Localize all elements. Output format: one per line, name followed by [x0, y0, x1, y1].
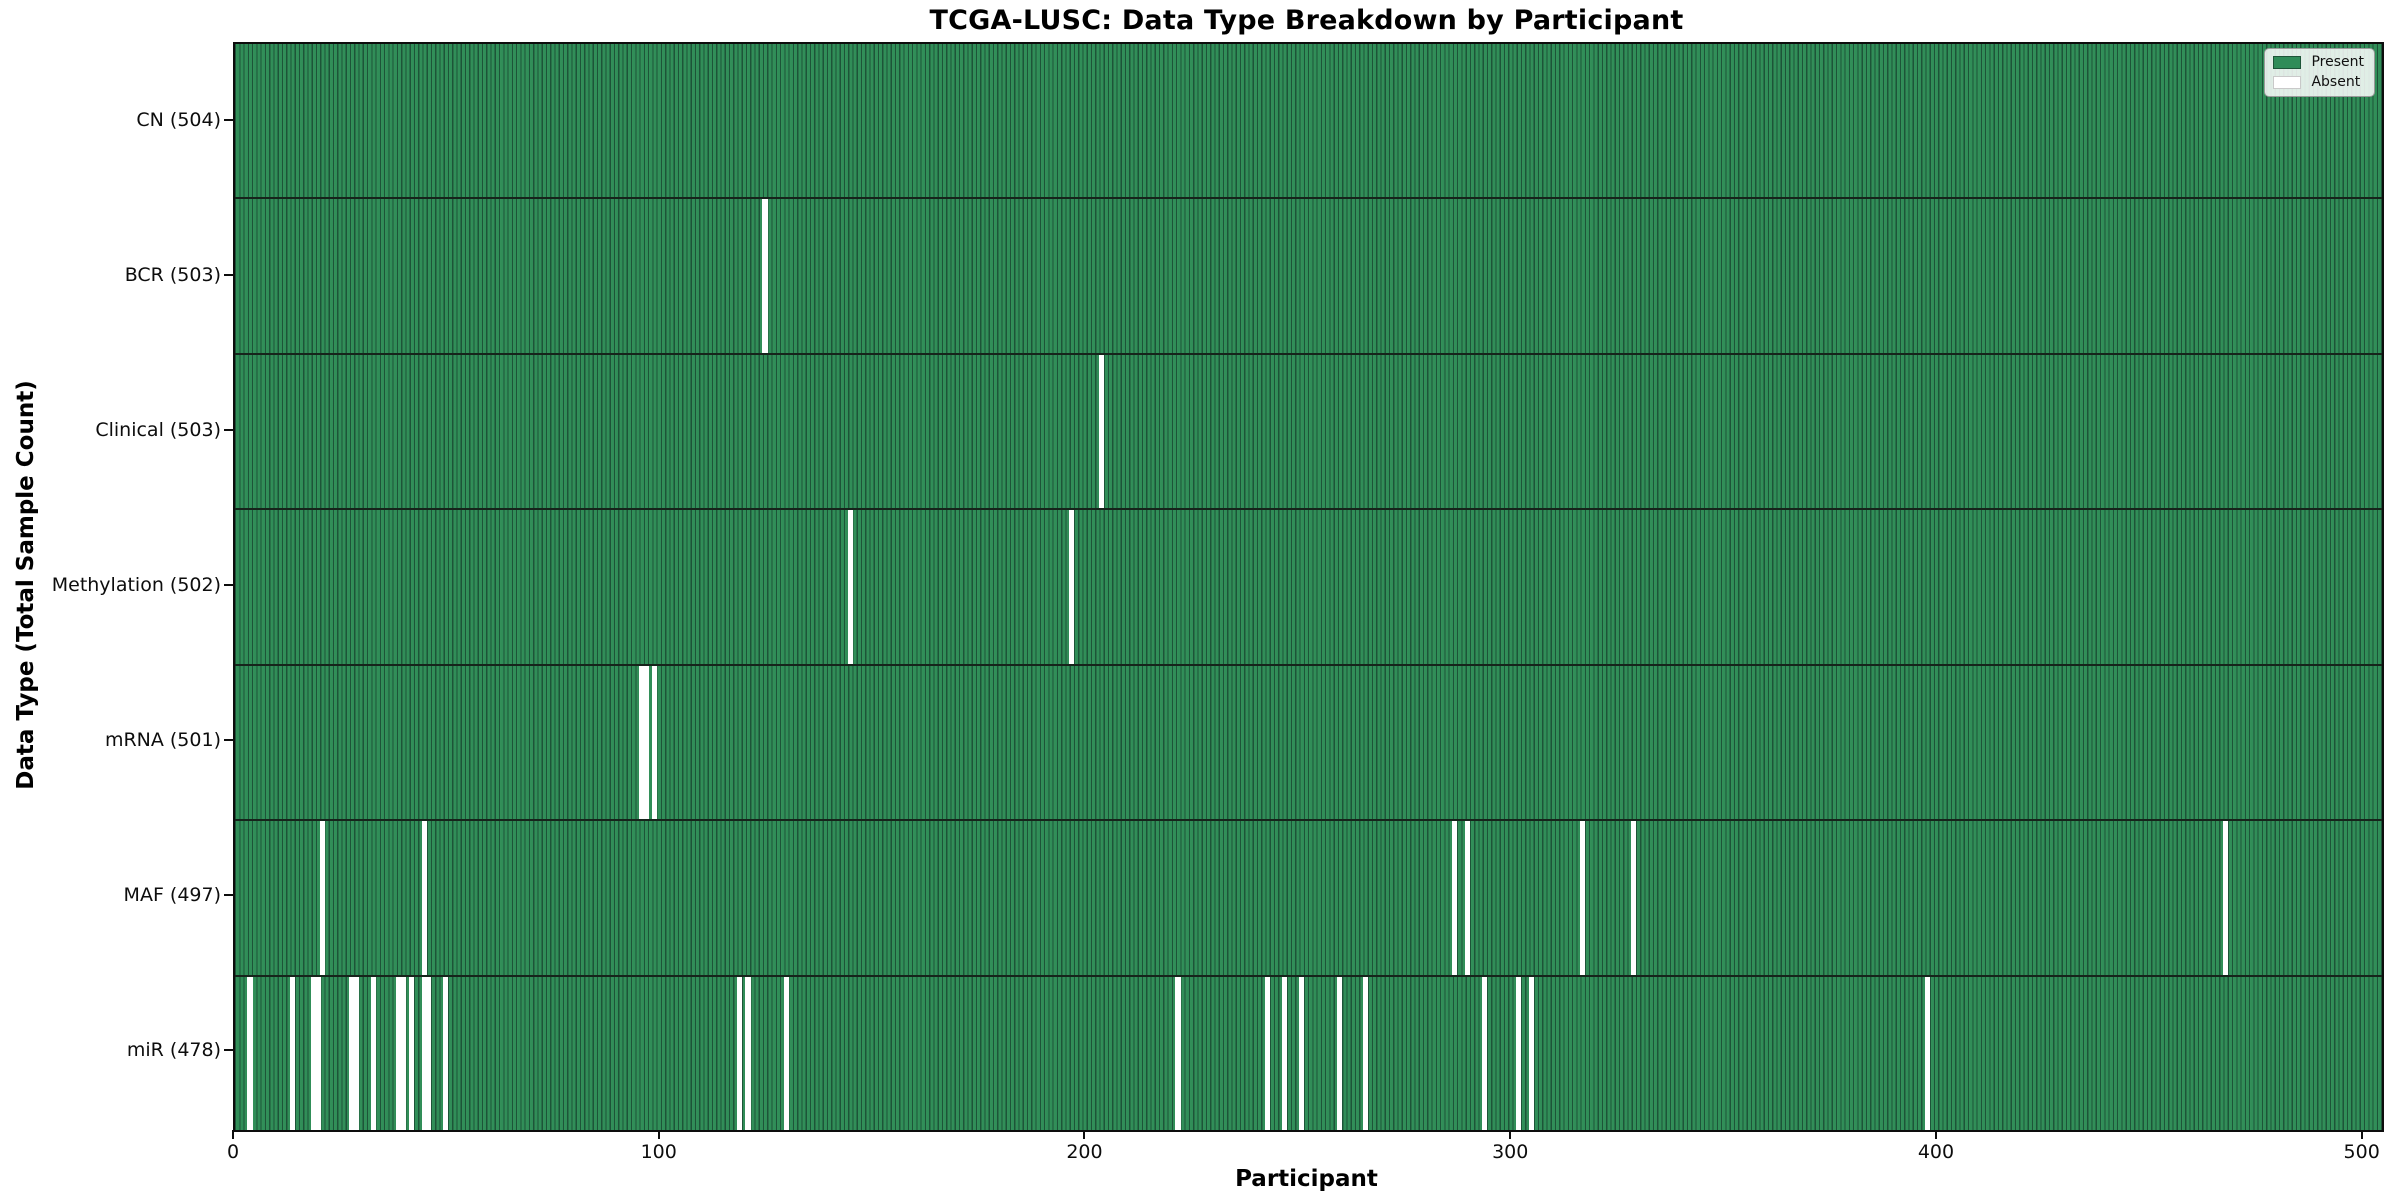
absent-gap-stripe: [1098, 354, 1105, 509]
x-tick-mark: [2360, 1130, 2363, 1139]
absent-gap-stripe: [247, 976, 253, 1130]
absent-gap-stripe: [1481, 976, 1488, 1130]
legend-label-present: Present: [2311, 54, 2364, 70]
y-tick-label-CN: CN (504): [136, 108, 221, 131]
y-tick-mark: [224, 118, 233, 121]
absent-gap-stripe: [315, 976, 321, 1130]
absent-swatch-icon: [2273, 76, 2302, 89]
x-tick-label: 100: [640, 1141, 677, 1163]
plot-area: Present Absent: [233, 42, 2384, 1132]
absent-gap-stripe: [400, 976, 406, 1130]
x-tick-label: 400: [1917, 1141, 1955, 1163]
legend-item-absent: Absent: [2273, 75, 2364, 90]
absent-gap-stripe: [2222, 821, 2228, 975]
y-tick-mark: [224, 584, 233, 586]
absent-gap-stripe: [443, 976, 449, 1130]
absent-gap-stripe: [1630, 821, 1637, 975]
legend-item-present: Present: [2273, 55, 2364, 70]
y-tick-label-mRNA: mRNA (501): [104, 729, 221, 752]
y-tick-mark: [224, 273, 233, 276]
y-tick-mark: [224, 428, 233, 431]
absent-gap-stripe: [1579, 821, 1586, 975]
absent-gap-stripe: [319, 821, 325, 975]
x-tick-label: 0: [226, 1141, 240, 1163]
absent-gap-stripe: [638, 665, 645, 820]
absent-gap-stripe: [1298, 976, 1305, 1130]
absent-gap-stripe: [370, 976, 377, 1130]
absent-gap-stripe: [426, 976, 432, 1130]
absent-gap-stripe: [421, 821, 428, 975]
y-tick-label-Methylation: Methylation (502): [51, 574, 221, 596]
absent-gap-stripe: [289, 976, 296, 1130]
absent-gap-stripe: [353, 976, 359, 1130]
absent-gap-stripe: [1175, 976, 1181, 1130]
y-tick-mark: [224, 894, 233, 897]
absent-gap-stripe: [396, 976, 402, 1130]
chart-title: TCGA-LUSC: Data Type Breakdown by Partic…: [929, 5, 1684, 36]
absent-gap-stripe: [783, 976, 789, 1130]
data-row-mRNA: [235, 663, 2382, 820]
y-tick-label-miR: miR (478): [126, 1039, 221, 1062]
data-row-MAF: [235, 819, 2382, 975]
x-tick-mark: [232, 1130, 234, 1139]
absent-gap-stripe: [736, 976, 743, 1130]
absent-gap-stripe: [847, 510, 853, 664]
absent-gap-stripe: [349, 976, 355, 1130]
absent-gap-stripe: [1362, 976, 1368, 1130]
presence-matrix: [235, 44, 2382, 1130]
x-tick-label: 300: [1492, 1141, 1529, 1163]
absent-gap-stripe: [1452, 821, 1458, 975]
absent-gap-stripe: [745, 976, 751, 1130]
y-tick-mark: [224, 739, 233, 742]
legend: Present Absent: [2264, 48, 2375, 97]
y-tick-label-BCR: BCR (503): [124, 263, 221, 286]
absent-gap-stripe: [1528, 976, 1535, 1130]
absent-gap-stripe: [651, 665, 658, 820]
data-row-miR: [235, 974, 2382, 1130]
x-tick-label: 200: [1066, 1141, 1103, 1163]
x-tick-mark: [1083, 1130, 1086, 1139]
absent-gap-stripe: [409, 976, 415, 1130]
absent-gap-stripe: [1281, 976, 1288, 1130]
data-row-Methylation: [235, 508, 2382, 664]
absent-gap-stripe: [311, 976, 317, 1130]
x-tick-mark: [657, 1130, 660, 1139]
x-tick-mark: [1934, 1130, 1937, 1139]
data-row-CN: [235, 44, 2382, 198]
y-tick-label-Clinical: Clinical (503): [95, 418, 221, 441]
x-tick-mark: [1509, 1130, 1512, 1139]
absent-gap-stripe: [1464, 821, 1471, 975]
present-swatch-icon: [2273, 56, 2302, 69]
y-tick-label-MAF: MAF (497): [123, 884, 221, 907]
data-row-BCR: [235, 197, 2382, 353]
absent-gap-stripe: [421, 976, 428, 1130]
absent-gap-stripe: [1337, 976, 1343, 1130]
x-axis-label: Participant: [1235, 1166, 1378, 1192]
absent-gap-stripe: [1515, 976, 1522, 1130]
absent-gap-stripe: [1264, 976, 1271, 1130]
absent-gap-stripe: [1924, 976, 1930, 1130]
absent-gap-stripe: [762, 199, 768, 353]
absent-gap-stripe: [643, 665, 649, 820]
y-tick-mark: [224, 1049, 233, 1052]
x-tick-label: 500: [2343, 1141, 2380, 1163]
legend-label-absent: Absent: [2311, 74, 2361, 90]
absent-gap-stripe: [1068, 510, 1075, 664]
data-row-Clinical: [235, 352, 2382, 509]
